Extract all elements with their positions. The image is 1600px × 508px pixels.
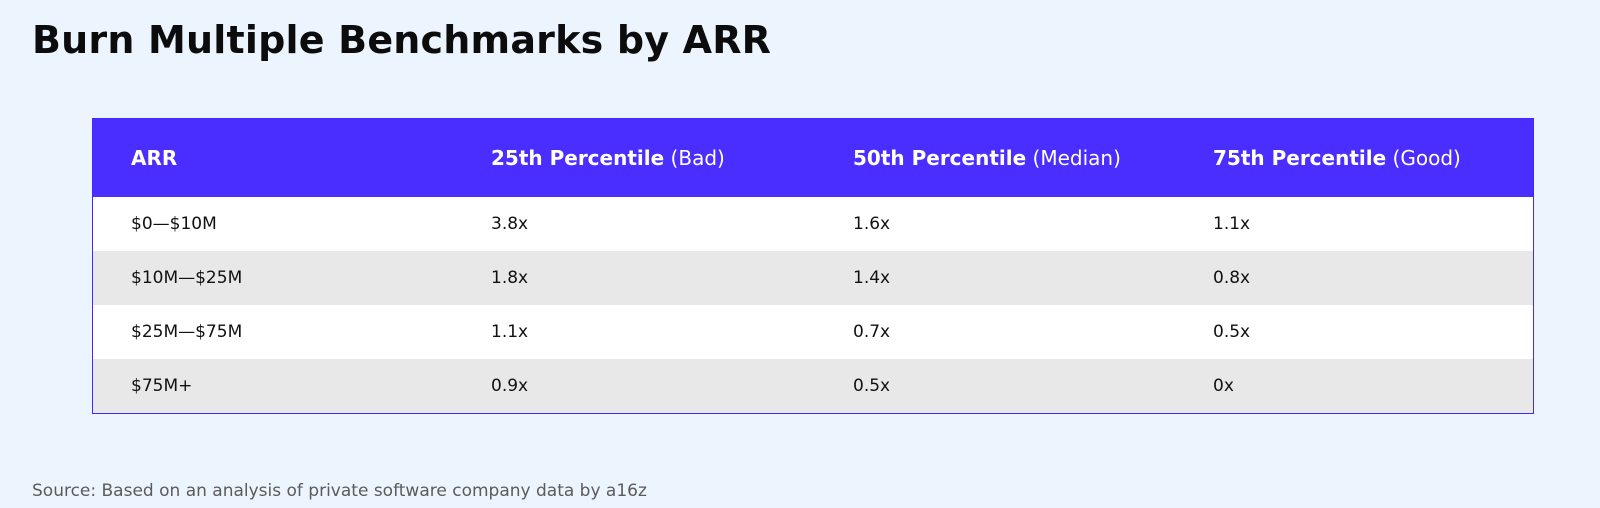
cell-50th: 0.5x (853, 376, 891, 396)
cell-75th: 1.1x (1213, 214, 1251, 234)
cell-50th: 1.4x (853, 268, 891, 288)
table-row: $0—$10M 3.8x 1.6x 1.1x (93, 197, 1533, 251)
cell-arr: $25M—$75M (131, 322, 243, 342)
cell-75th: 0.5x (1213, 322, 1251, 342)
header-main: 25th Percentile (491, 146, 665, 170)
header-main: 75th Percentile (1213, 146, 1387, 170)
header-qualifier: (Bad) (664, 146, 725, 170)
benchmark-table: ARR 25th Percentile (Bad) 50th Percentil… (93, 119, 1533, 413)
header-50th-percentile: 50th Percentile (Median) (815, 119, 1175, 197)
table-row: $25M—$75M 1.1x 0.7x 0.5x (93, 305, 1533, 359)
cell-25th: 1.1x (491, 322, 529, 342)
table-row: $75M+ 0.9x 0.5x 0x (93, 359, 1533, 413)
cell-75th: 0.8x (1213, 268, 1251, 288)
cell-50th: 0.7x (853, 322, 891, 342)
header-main: ARR (131, 146, 178, 170)
cell-75th: 0x (1213, 376, 1234, 396)
cell-25th: 0.9x (491, 376, 529, 396)
table-row: $10M—$25M 1.8x 1.4x 0.8x (93, 251, 1533, 305)
header-25th-percentile: 25th Percentile (Bad) (453, 119, 815, 197)
cell-arr: $10M—$25M (131, 268, 243, 288)
benchmark-table-container: ARR 25th Percentile (Bad) 50th Percentil… (92, 118, 1534, 414)
header-qualifier: (Good) (1386, 146, 1461, 170)
table-header-row: ARR 25th Percentile (Bad) 50th Percentil… (93, 119, 1533, 197)
cell-arr: $75M+ (131, 376, 193, 396)
cell-25th: 3.8x (491, 214, 529, 234)
cell-25th: 1.8x (491, 268, 529, 288)
header-75th-percentile: 75th Percentile (Good) (1175, 119, 1533, 197)
page-title: Burn Multiple Benchmarks by ARR (32, 18, 772, 62)
cell-50th: 1.6x (853, 214, 891, 234)
cell-arr: $0—$10M (131, 214, 217, 234)
header-main: 50th Percentile (853, 146, 1027, 170)
header-arr: ARR (93, 119, 453, 197)
source-note: Source: Based on an analysis of private … (32, 481, 647, 501)
header-qualifier: (Median) (1026, 146, 1121, 170)
